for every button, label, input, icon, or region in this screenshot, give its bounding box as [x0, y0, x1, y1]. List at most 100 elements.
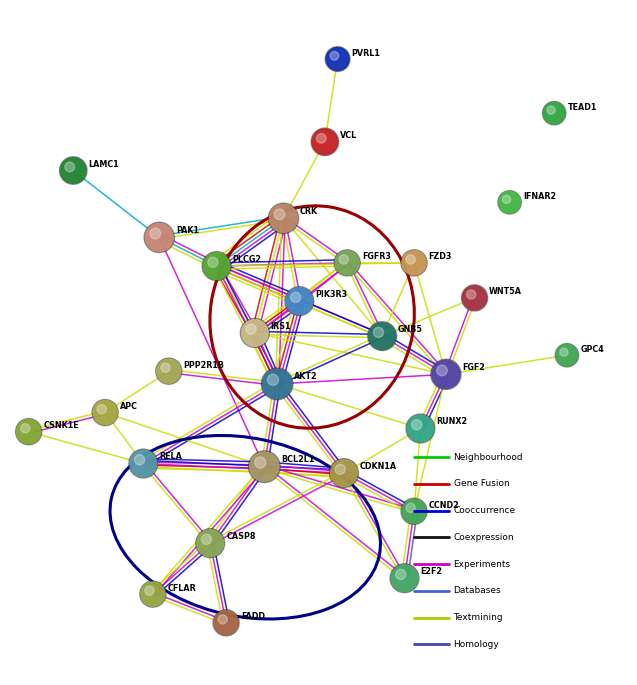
- Circle shape: [201, 534, 211, 545]
- Circle shape: [369, 323, 396, 349]
- Circle shape: [240, 319, 269, 347]
- Circle shape: [290, 292, 301, 303]
- Circle shape: [326, 47, 349, 71]
- Circle shape: [406, 414, 435, 443]
- Text: WNT5A: WNT5A: [489, 288, 522, 297]
- Circle shape: [391, 565, 418, 592]
- Text: FZD3: FZD3: [429, 252, 452, 261]
- Circle shape: [436, 365, 447, 376]
- Circle shape: [317, 134, 326, 143]
- Circle shape: [402, 499, 426, 523]
- Circle shape: [129, 449, 158, 478]
- Circle shape: [331, 460, 357, 486]
- Circle shape: [432, 360, 460, 388]
- Circle shape: [274, 209, 285, 220]
- Text: PAK1: PAK1: [176, 226, 199, 235]
- Circle shape: [203, 253, 230, 279]
- Text: RELA: RELA: [159, 452, 182, 461]
- Circle shape: [144, 222, 175, 253]
- Text: LAMC1: LAMC1: [89, 160, 119, 169]
- Circle shape: [134, 455, 145, 465]
- Circle shape: [248, 451, 280, 482]
- Circle shape: [92, 399, 118, 425]
- Circle shape: [150, 228, 161, 239]
- Circle shape: [330, 51, 339, 60]
- Circle shape: [196, 529, 225, 558]
- Circle shape: [401, 498, 427, 525]
- Text: CRK: CRK: [300, 207, 318, 216]
- Circle shape: [396, 569, 406, 580]
- Circle shape: [547, 106, 555, 114]
- Circle shape: [197, 530, 224, 556]
- Circle shape: [312, 129, 338, 155]
- Text: PLCG2: PLCG2: [233, 255, 262, 264]
- Text: PPP2R1B: PPP2R1B: [183, 360, 224, 370]
- Text: Homology: Homology: [454, 640, 499, 649]
- Text: E2F2: E2F2: [420, 567, 443, 576]
- Circle shape: [462, 286, 487, 310]
- Circle shape: [466, 290, 476, 299]
- Text: IRS1: IRS1: [271, 322, 291, 331]
- Circle shape: [390, 564, 419, 593]
- Circle shape: [543, 101, 566, 125]
- Text: CSNK1E: CSNK1E: [43, 421, 79, 430]
- Text: BCL2L1: BCL2L1: [282, 455, 315, 464]
- Circle shape: [141, 582, 165, 606]
- Circle shape: [268, 374, 278, 386]
- Circle shape: [269, 204, 297, 232]
- Circle shape: [560, 348, 568, 356]
- Circle shape: [218, 615, 227, 624]
- Circle shape: [334, 250, 361, 276]
- Circle shape: [145, 586, 154, 595]
- Circle shape: [268, 203, 299, 234]
- Circle shape: [213, 610, 240, 636]
- Circle shape: [208, 258, 218, 267]
- Circle shape: [406, 503, 415, 512]
- Circle shape: [503, 195, 511, 203]
- Circle shape: [202, 251, 231, 280]
- Circle shape: [556, 345, 578, 366]
- Circle shape: [461, 285, 488, 311]
- Text: Textmining: Textmining: [454, 613, 503, 622]
- Text: FGFR3: FGFR3: [362, 252, 390, 261]
- Circle shape: [161, 363, 170, 373]
- Text: IFNAR2: IFNAR2: [523, 192, 556, 201]
- Circle shape: [250, 452, 279, 482]
- Circle shape: [255, 457, 266, 468]
- Circle shape: [498, 190, 521, 214]
- Text: APC: APC: [120, 402, 138, 411]
- Circle shape: [499, 192, 520, 213]
- Circle shape: [155, 358, 182, 384]
- Text: PIK3R3: PIK3R3: [315, 290, 347, 299]
- Circle shape: [286, 288, 313, 314]
- Circle shape: [261, 368, 293, 400]
- Circle shape: [555, 344, 578, 367]
- Circle shape: [335, 251, 359, 275]
- Text: GNB5: GNB5: [398, 325, 423, 334]
- Text: Experiments: Experiments: [454, 560, 511, 569]
- Circle shape: [157, 359, 181, 384]
- Circle shape: [368, 322, 397, 351]
- Circle shape: [373, 327, 383, 338]
- Text: FGF2: FGF2: [462, 363, 485, 372]
- Circle shape: [65, 162, 75, 172]
- Circle shape: [407, 415, 434, 442]
- Text: PVRL1: PVRL1: [352, 49, 380, 58]
- Circle shape: [246, 324, 256, 334]
- Text: VCL: VCL: [340, 131, 357, 140]
- Circle shape: [401, 250, 427, 276]
- Text: AKT2: AKT2: [294, 372, 318, 381]
- Text: TEAD1: TEAD1: [568, 103, 597, 112]
- Circle shape: [431, 359, 461, 390]
- Circle shape: [59, 157, 87, 184]
- Circle shape: [339, 255, 348, 264]
- Text: RUNX2: RUNX2: [436, 417, 468, 426]
- Text: Neighbourhood: Neighbourhood: [454, 453, 523, 462]
- Text: CCND2: CCND2: [429, 501, 459, 510]
- Circle shape: [241, 320, 268, 347]
- Circle shape: [15, 419, 42, 445]
- Circle shape: [20, 424, 30, 433]
- Circle shape: [326, 47, 350, 71]
- Circle shape: [140, 581, 166, 607]
- Text: CFLAR: CFLAR: [168, 584, 196, 593]
